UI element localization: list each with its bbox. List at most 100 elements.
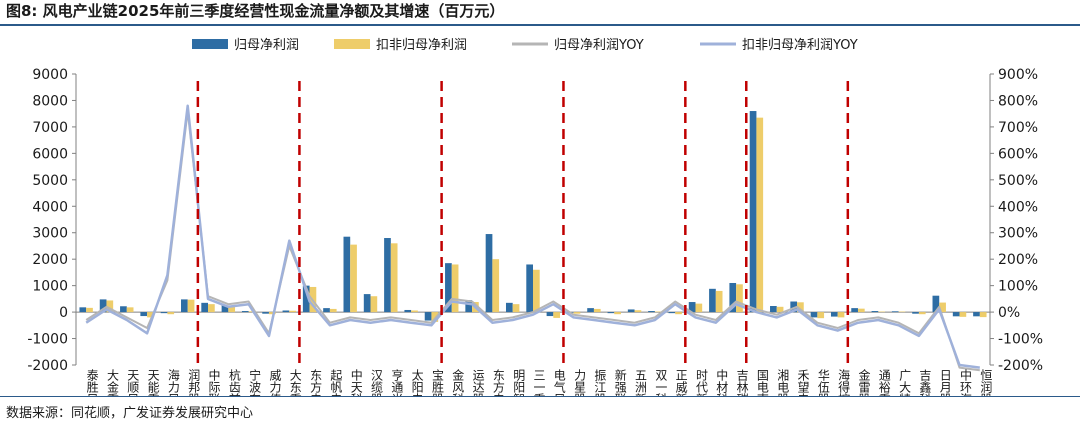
bar-net-profit: [546, 312, 554, 317]
right-tick-label: 500%: [998, 173, 1038, 189]
bar-net-profit: [424, 312, 432, 321]
bar-net-profit: [688, 302, 696, 313]
category-label: 五洲新春: [634, 369, 648, 396]
bar-net-profit: [952, 312, 960, 317]
bar-net-profit: [221, 305, 229, 313]
category-label: 恒润股份: [979, 369, 993, 396]
left-tick-label: 7000: [32, 120, 68, 136]
bar-net-profit: [830, 312, 838, 317]
bar-net-profit: [729, 282, 737, 313]
left-tick-label: 3000: [32, 226, 68, 242]
bar-deducted-net-profit: [797, 302, 804, 313]
bar-net-profit: [79, 307, 87, 313]
bar-net-profit: [973, 312, 980, 317]
category-label: 湘电股份: [776, 368, 790, 396]
right-tick-label: 0%: [998, 305, 1020, 321]
category-label: 海得控制: [837, 368, 851, 396]
bar-deducted-net-profit: [837, 312, 845, 318]
legend-label: 扣非归母净利润YOY: [742, 38, 858, 53]
right-tick-label: 200%: [998, 252, 1038, 268]
category-label: 金雷股份: [857, 368, 871, 396]
bar-deducted-net-profit: [857, 308, 865, 313]
bar-net-profit: [871, 311, 879, 313]
bar-deducted-net-profit: [654, 311, 662, 313]
bar-net-profit: [749, 111, 757, 313]
right-tick-label: 300%: [998, 226, 1038, 242]
bar-deducted-net-profit: [675, 312, 682, 315]
category-label: 广大特材: [898, 369, 912, 396]
bar-net-profit: [485, 234, 493, 313]
category-label: 中环海陆: [959, 368, 973, 396]
bar-net-profit: [181, 299, 188, 313]
category-label: 力星股份: [573, 369, 587, 396]
bar-deducted-net-profit: [573, 312, 581, 314]
bar-deducted-net-profit: [329, 308, 337, 313]
legend-label: 归母净利润YOY: [554, 38, 644, 53]
bar-net-profit: [932, 295, 940, 313]
bar-net-profit: [262, 312, 269, 314]
bar-deducted-net-profit: [715, 290, 723, 313]
bar-net-profit: [201, 302, 209, 313]
source-note: 数据来源：同花顺，广发证券发展研究中心: [6, 406, 254, 421]
bar-net-profit: [323, 308, 330, 313]
bar-net-profit: [99, 299, 107, 313]
bar-deducted-net-profit: [695, 303, 703, 313]
bar-net-profit: [302, 285, 310, 313]
bar-deducted-net-profit: [289, 310, 296, 313]
bar-deducted-net-profit: [756, 117, 764, 313]
category-label: 润邦股份: [187, 369, 201, 396]
bar-net-profit: [770, 306, 777, 313]
chart: -2000 -1000 0 1000 2000 3000 4000 5000 6000 7000 8…: [27, 38, 1043, 396]
category-label: 中天科技: [349, 368, 363, 396]
right-tick-label: 800%: [998, 93, 1038, 109]
title-rule: [0, 24, 1080, 26]
category-label: 汉缆股份: [370, 369, 384, 396]
bar-deducted-net-profit: [553, 312, 561, 318]
bar-deducted-net-profit: [208, 304, 215, 313]
bar-net-profit: [526, 264, 533, 313]
left-tick-label: 9000: [32, 67, 68, 83]
bar-net-profit: [810, 312, 818, 318]
bar-net-profit: [505, 302, 513, 313]
bar-deducted-net-profit: [86, 307, 93, 313]
category-label: 东方电气: [491, 369, 505, 396]
left-tick-label: 2000: [32, 252, 68, 268]
bar-deducted-net-profit: [593, 308, 601, 313]
category-label: 运达股份: [471, 369, 485, 396]
category-label: 正威新材: [674, 369, 688, 396]
bar-deducted-net-profit: [533, 269, 540, 313]
category-label: 禾望电气: [796, 369, 810, 396]
bar-deducted-net-profit: [512, 304, 520, 313]
bar-deducted-net-profit: [390, 243, 398, 313]
right-tick-label: 100%: [998, 279, 1038, 295]
bar-deducted-net-profit: [898, 311, 906, 313]
bar-net-profit: [241, 311, 249, 313]
footer-rule: [0, 396, 1080, 397]
category-label: 中材科技: [715, 368, 729, 396]
figure-title: 图8: 风电产业链2025年前三季度经营性现金流量净额及其增速（百万元）: [6, 2, 505, 20]
left-tick-label: 0: [59, 305, 68, 321]
bar-net-profit: [363, 294, 371, 313]
category-label: 大东重工: [288, 369, 302, 396]
category-label: 亨通光电: [390, 368, 404, 396]
category-label: 大金重工: [105, 369, 119, 396]
right-tick-label: 700%: [998, 120, 1038, 136]
left-tick-label: 8000: [32, 93, 68, 109]
category-label: 三一重能: [532, 369, 546, 396]
bar-net-profit: [282, 310, 290, 313]
bar-deducted-net-profit: [776, 306, 784, 313]
line-net-profit-yoy: [85, 110, 980, 372]
legend-swatch: [334, 39, 370, 49]
bar-net-profit: [912, 312, 919, 314]
legend-label: 归母净利润: [234, 38, 299, 53]
bar-net-profit: [851, 308, 858, 313]
category-label: 日月股份: [938, 369, 952, 396]
line-deducted-net-profit-yoy: [85, 104, 980, 369]
bar-deducted-net-profit: [147, 312, 154, 318]
bar-net-profit: [627, 309, 635, 313]
bar-deducted-net-profit: [492, 259, 500, 313]
bar-net-profit: [343, 236, 351, 313]
bar-net-profit: [891, 311, 899, 313]
category-label: 中际联合: [207, 368, 221, 396]
bar-deducted-net-profit: [979, 312, 987, 318]
